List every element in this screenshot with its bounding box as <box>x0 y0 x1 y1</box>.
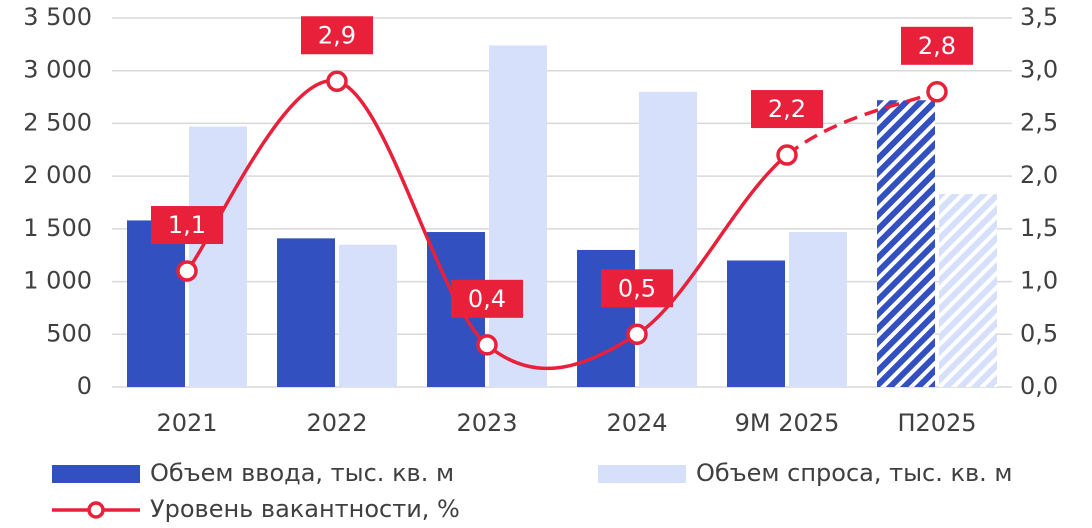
bar <box>727 260 785 387</box>
value-label: 0,4 <box>468 285 506 313</box>
y2-tick-label: 1,5 <box>1020 214 1058 242</box>
y2-tick-label: 3,5 <box>1020 3 1058 31</box>
y-tick-label: 3 500 <box>23 3 92 31</box>
y2-tick-label: 1,0 <box>1020 267 1058 295</box>
x-tick-label: П2025 <box>897 409 976 437</box>
y-tick-label: 2 500 <box>23 108 92 136</box>
line <box>185 79 789 371</box>
value-label: 0,5 <box>618 274 656 302</box>
bar <box>789 232 847 387</box>
line-point <box>626 323 648 346</box>
bar <box>339 244 397 387</box>
line-point <box>476 334 498 356</box>
y2-tick-label: 0,5 <box>1020 319 1058 347</box>
value-label-box <box>601 269 673 308</box>
x-tick-label: 9М 2025 <box>735 409 840 437</box>
legend-label: Объем ввода, тыс. кв. м <box>150 459 454 487</box>
legend-label: Объем спроса, тыс. кв. м <box>696 459 1013 487</box>
value-label-box <box>151 206 223 245</box>
y-tick-label: 1 500 <box>23 214 92 242</box>
value-label: 1,1 <box>168 211 206 239</box>
bar <box>939 194 997 387</box>
bar <box>877 100 935 387</box>
x-tick-label: 2024 <box>606 409 667 437</box>
legend-label: Уровень вакантности, % <box>150 495 460 523</box>
bar <box>127 220 185 387</box>
x-tick-label: 2021 <box>156 409 217 437</box>
x-tick-label: 2023 <box>456 409 517 437</box>
forecast-line <box>785 90 938 157</box>
bar <box>189 126 247 387</box>
value-label-box <box>901 26 973 65</box>
y2-tick-label: 3,0 <box>1020 56 1058 84</box>
y-tick-label: 500 <box>46 319 92 347</box>
y-tick-label: 2 000 <box>23 161 92 189</box>
y-tick-label: 1 000 <box>23 267 92 295</box>
value-label-box <box>451 279 523 318</box>
value-label: 2,9 <box>318 21 356 49</box>
value-label-box <box>301 16 373 55</box>
legend-marker <box>87 501 105 519</box>
y2-tick-label: 2,0 <box>1020 161 1058 189</box>
line-point <box>776 144 798 166</box>
value-label: 2,8 <box>918 32 956 60</box>
line-point <box>326 70 348 93</box>
y2-tick-label: 0,0 <box>1020 372 1058 400</box>
bar <box>639 91 697 388</box>
bar <box>277 238 335 387</box>
y-tick-label: 3 000 <box>23 56 92 84</box>
line-point <box>926 81 948 103</box>
bar <box>489 45 547 387</box>
value-label-box <box>751 90 823 129</box>
y2-tick-label: 2,5 <box>1020 108 1058 136</box>
legend-swatch <box>598 465 686 483</box>
value-label: 2,2 <box>768 95 806 123</box>
line-point <box>176 260 198 282</box>
x-tick-label: 2022 <box>306 409 367 437</box>
y-tick-label: 0 <box>77 372 92 400</box>
legend-swatch <box>52 465 140 483</box>
